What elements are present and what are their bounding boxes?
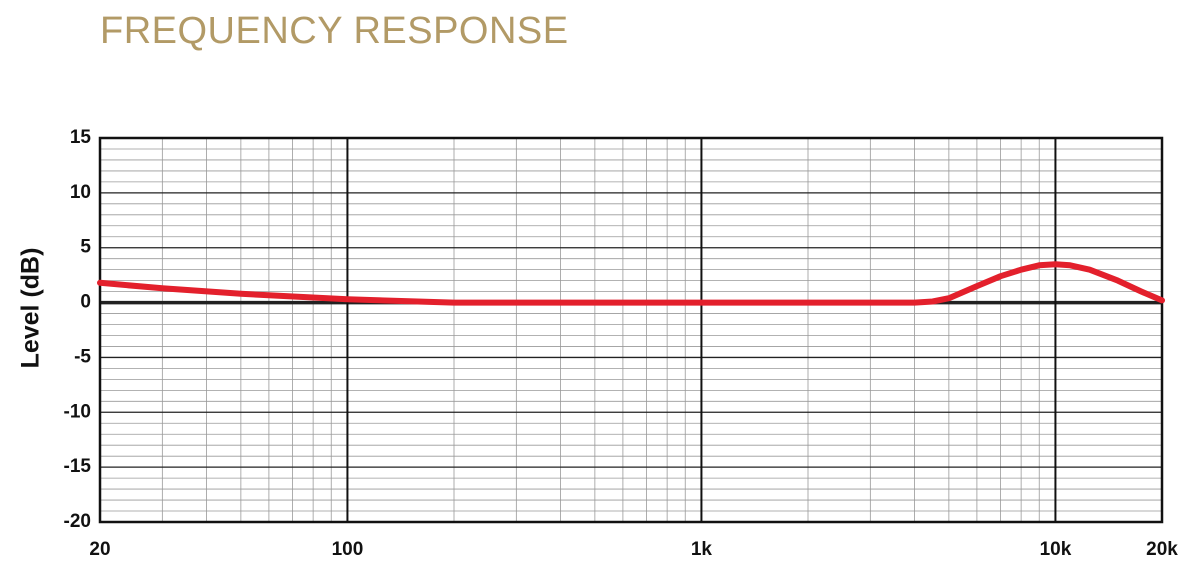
response-curve <box>97 261 1165 306</box>
x-tick-label: 20k <box>1146 539 1178 560</box>
y-axis-label: Level (dB) <box>17 248 45 369</box>
x-tick-label: 20 <box>89 539 110 560</box>
y-tick-label: -15 <box>64 456 92 477</box>
x-tick-label: 10k <box>1040 539 1072 560</box>
y-tick-label: 0 <box>80 292 91 313</box>
plot-frame <box>98 136 1164 524</box>
x-tick-label: 100 <box>332 539 364 560</box>
x-tick-label: 1k <box>691 539 713 560</box>
y-tick-label: -20 <box>64 511 91 532</box>
y-tick-label: -5 <box>74 346 91 367</box>
y-tick-label: 15 <box>70 127 92 148</box>
y-tick-label: 10 <box>70 182 91 203</box>
y-tick-label: 5 <box>80 237 91 258</box>
y-tick-label: -10 <box>64 401 91 422</box>
chart-title: FREQUENCY RESPONSE <box>100 10 569 52</box>
